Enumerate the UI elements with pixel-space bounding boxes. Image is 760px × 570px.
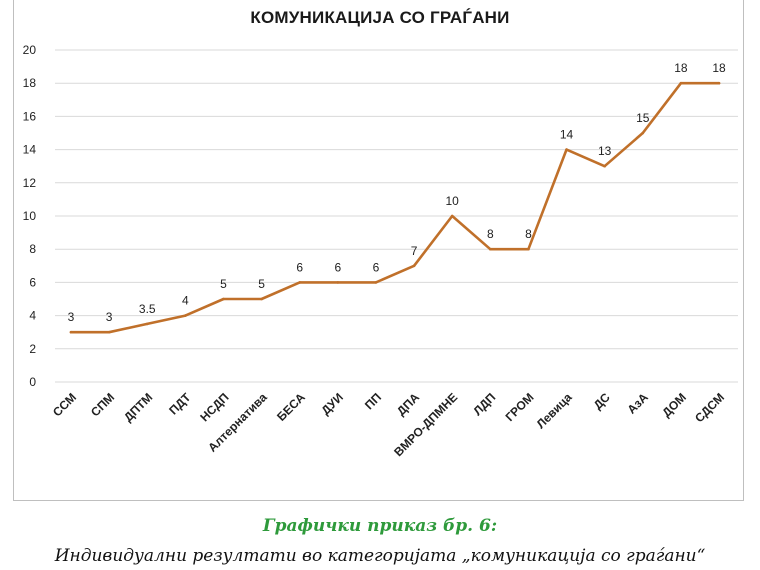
- data-point: [145, 322, 149, 326]
- data-label: 15: [636, 111, 650, 125]
- data-label: 3: [106, 310, 113, 324]
- caption-text: Индивидуални резултати во категоријата „…: [54, 546, 706, 566]
- y-tick-label: 2: [29, 342, 36, 356]
- x-tick-label: ССМ: [50, 390, 79, 419]
- data-label: 7: [411, 244, 418, 258]
- data-point: [641, 131, 645, 135]
- data-point: [107, 330, 111, 334]
- data-label: 4: [182, 294, 189, 308]
- data-point: [565, 148, 568, 151]
- data-label: 6: [296, 260, 303, 274]
- data-point: [679, 81, 683, 85]
- data-label: 18: [712, 61, 726, 75]
- x-tick-label: НСДП: [197, 390, 231, 424]
- data-label: 5: [258, 277, 265, 291]
- data-label: 3.5: [139, 302, 156, 316]
- data-point: [298, 281, 302, 284]
- data-point: [717, 81, 721, 85]
- data-label: 6: [373, 260, 380, 274]
- data-point: [69, 330, 73, 334]
- y-tick-label: 8: [29, 242, 36, 256]
- data-label: 18: [674, 61, 688, 75]
- x-tick-label: БЕСА: [274, 390, 308, 424]
- data-point: [527, 247, 530, 251]
- data-point: [222, 297, 225, 301]
- chart-title: КОМУНИКАЦИЈА СО ГРАЃАНИ: [250, 8, 510, 27]
- x-tick-label: АзА: [625, 390, 652, 417]
- x-tick-label: ДС: [591, 390, 613, 412]
- x-tick-label: СПМ: [88, 390, 117, 419]
- x-tick-label: СДСМ: [692, 390, 727, 425]
- y-tick-label: 12: [23, 176, 37, 190]
- data-label: 3: [68, 310, 75, 324]
- data-label: 6: [334, 260, 341, 274]
- y-tick-label: 4: [29, 309, 36, 323]
- y-tick-label: 18: [23, 76, 37, 90]
- data-point: [450, 214, 454, 218]
- x-tick-label: ДПТМ: [121, 390, 155, 424]
- series-line: [69, 81, 721, 334]
- y-tick-label: 0: [29, 375, 36, 389]
- data-point: [184, 314, 187, 317]
- data-label: 13: [598, 144, 612, 158]
- x-tick-label: ДОМ: [659, 390, 689, 420]
- y-tick-label: 10: [23, 209, 37, 223]
- data-point: [488, 247, 492, 251]
- y-tick-label: 14: [23, 143, 37, 157]
- x-tick-label: ДУИ: [319, 390, 346, 417]
- x-tick-label: Левица: [534, 390, 575, 431]
- x-tick-label: ДПА: [394, 390, 422, 418]
- data-label: 8: [487, 227, 494, 241]
- data-label: 5: [220, 277, 227, 291]
- x-tick-label: ПДТ: [166, 390, 194, 418]
- data-point: [374, 281, 378, 284]
- data-label: 14: [560, 128, 574, 142]
- data-label: 10: [445, 194, 459, 208]
- x-tick-label: ГРОМ: [503, 390, 537, 424]
- y-tick-label: 6: [29, 275, 36, 289]
- data-point: [603, 164, 606, 168]
- data-label: 8: [525, 227, 532, 241]
- x-tick-label: ЛДП: [470, 390, 498, 418]
- x-tick-label: ПП: [362, 390, 384, 412]
- line-chart: 0 2 4 6 8 10 12 14 16 18 20 3 3 3.5 4 5 5 6 6 6 7 10 8 8 14 13 15 1…: [23, 43, 738, 459]
- caption-title: Графички приказ бр. 6:: [262, 516, 498, 536]
- data-point: [336, 281, 340, 284]
- data-point: [260, 297, 263, 301]
- y-tick-label: 16: [23, 109, 37, 123]
- y-tick-label: 20: [23, 43, 37, 57]
- data-point: [412, 264, 416, 268]
